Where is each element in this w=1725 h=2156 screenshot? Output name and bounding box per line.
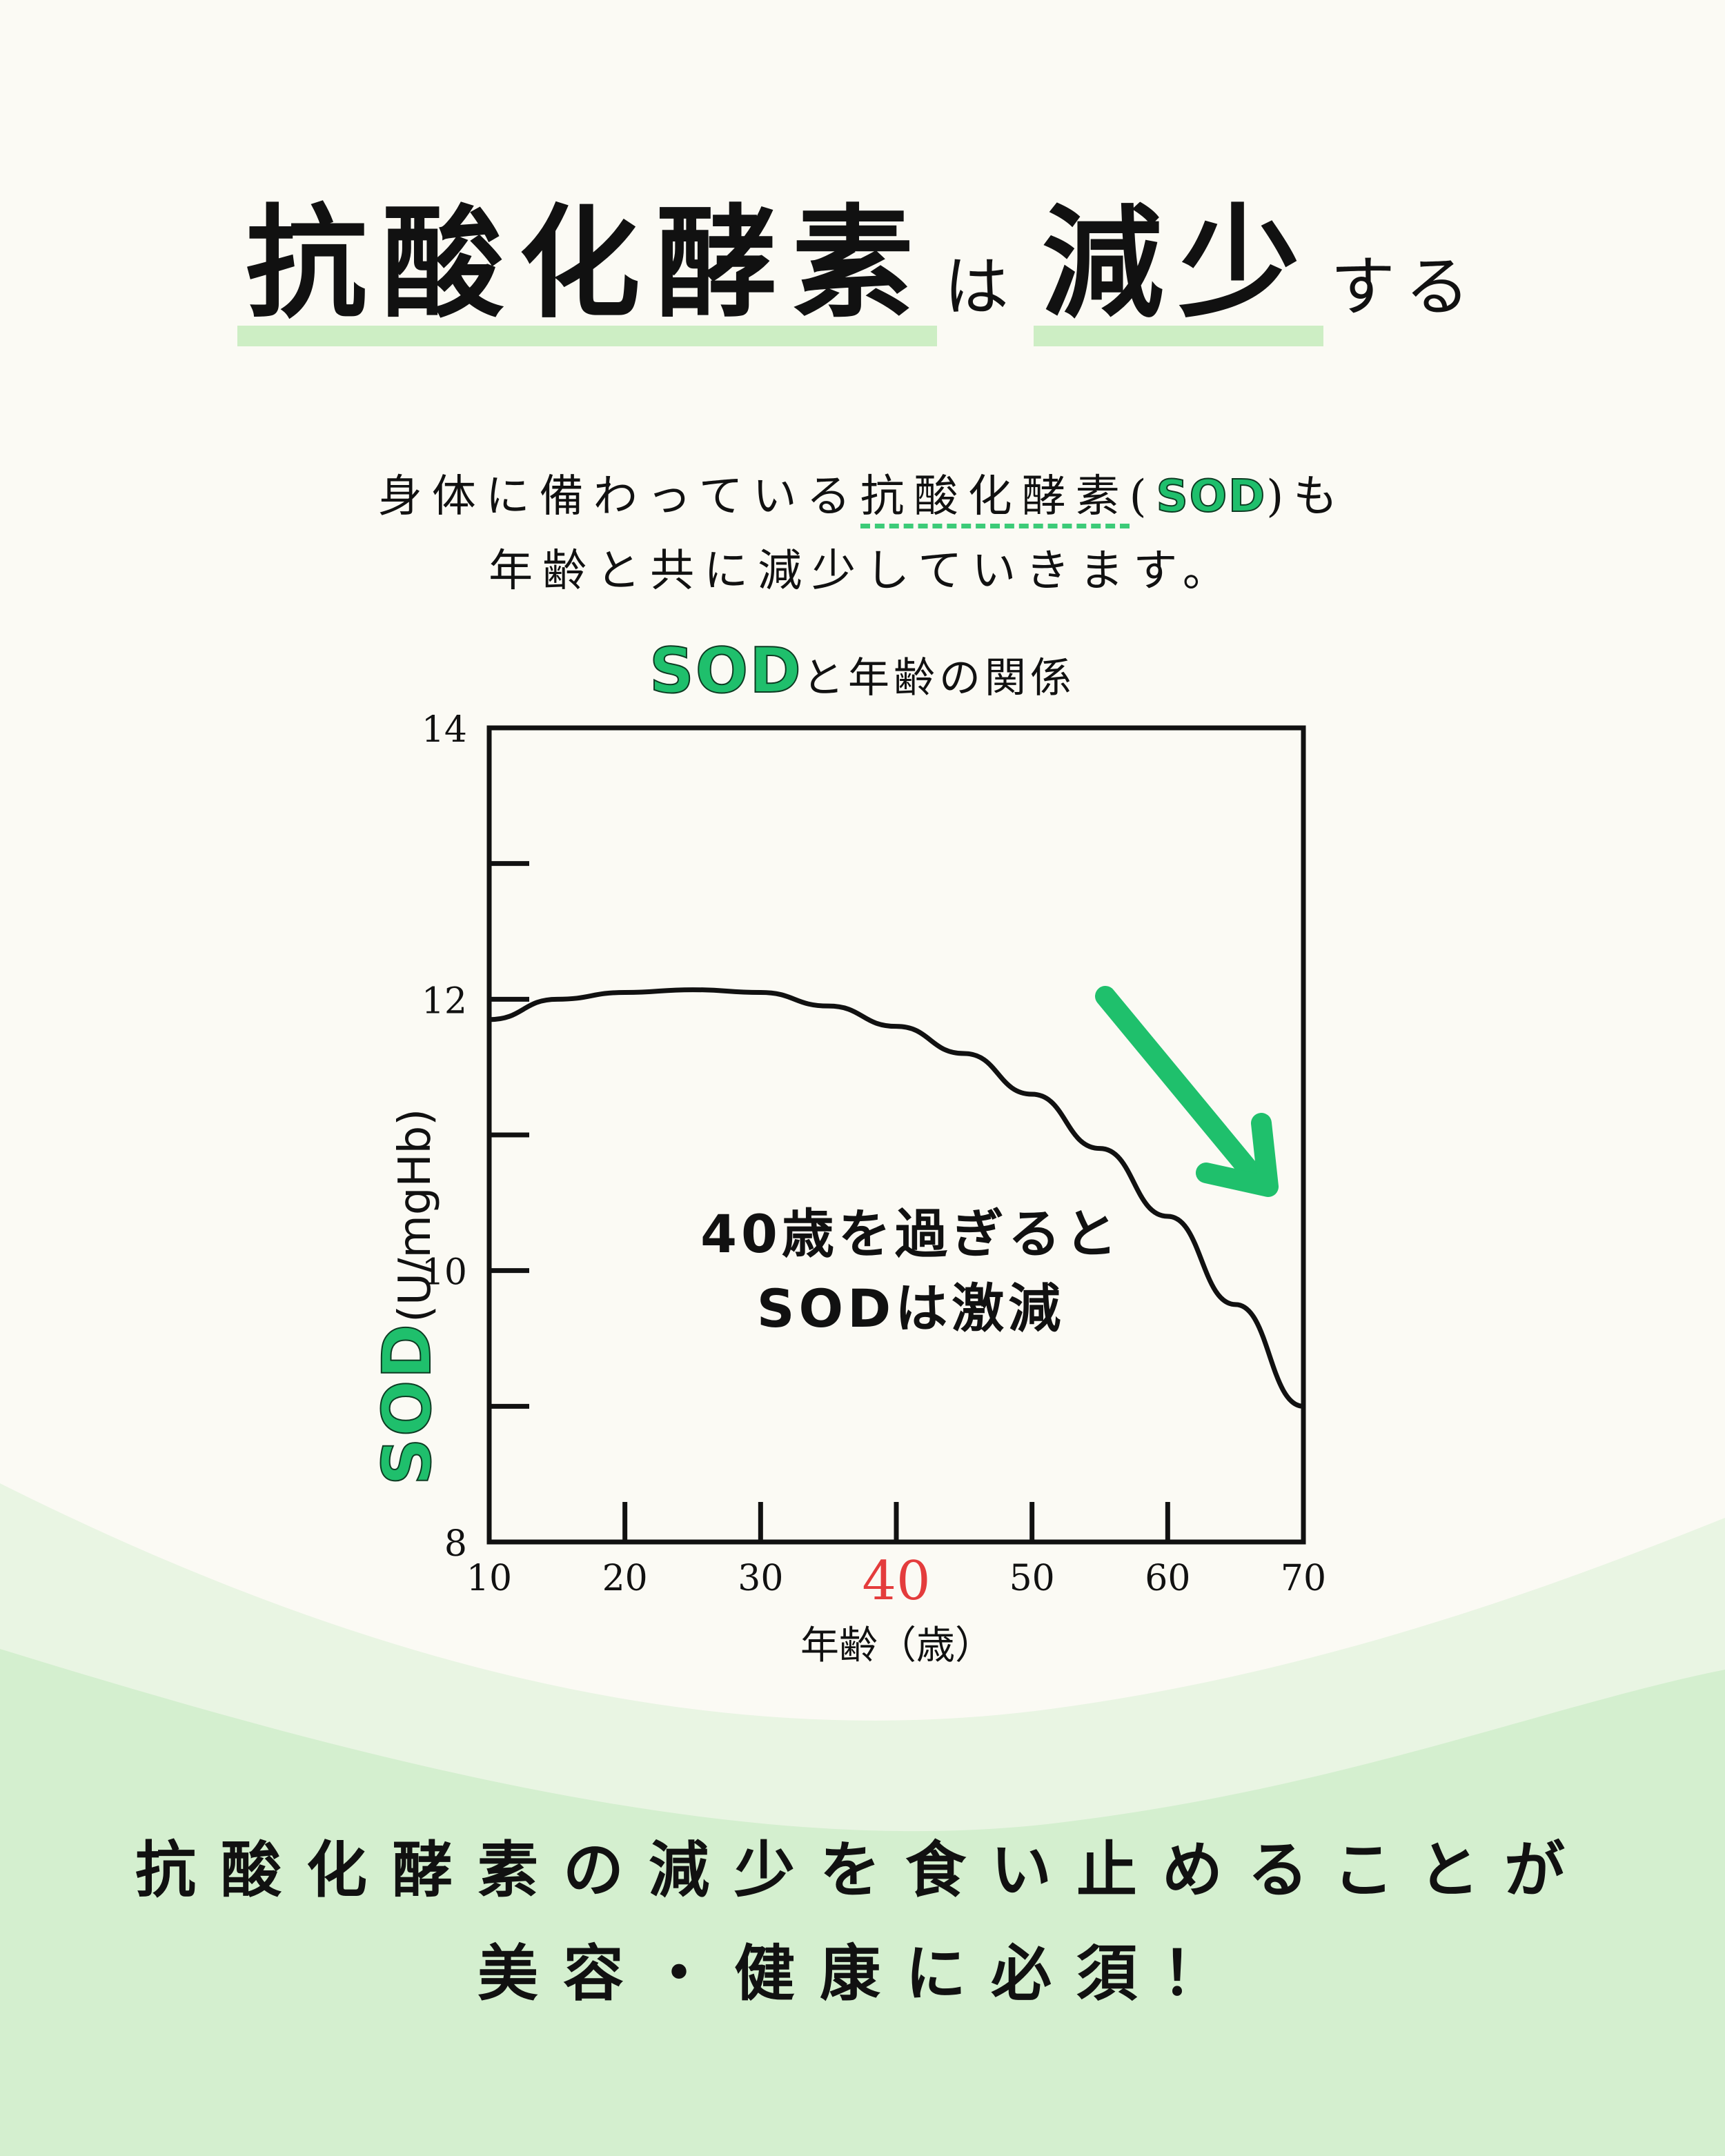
chart-title: SODと年齢の関係 (0, 634, 1725, 708)
intro-line-2: 年齢と共に減少していきます。 (489, 546, 1236, 597)
intro-line-1: 身体に備わっている抗酸化酵素(SOD)も (0, 461, 1725, 528)
y-tick-label: 14 (422, 709, 467, 751)
headline-particle: は (943, 250, 1018, 325)
y-tick-label: 12 (422, 980, 467, 1022)
x-tick-label: 50 (1009, 1558, 1055, 1599)
annotation-line-1: 40歳を過ぎると (700, 1203, 1121, 1265)
y-axis-label-sod: SOD (368, 1322, 446, 1486)
y-tick-label: 10 (422, 1252, 467, 1294)
headline-verb: する (1330, 250, 1480, 325)
sod-curve (486, 987, 1306, 1409)
y-axis-label-unit: (U/mgHb) (390, 1108, 441, 1323)
intro-sod: SOD (1156, 471, 1267, 523)
intro-text: 身体に備わっている (377, 471, 860, 522)
x-tick-label: 70 (1281, 1558, 1326, 1599)
x-tick-label-highlight: 40 (862, 1550, 930, 1612)
chart-title-sod: SOD (649, 634, 803, 708)
bottom-message-line-2: 美容・健康に必須！ (477, 1937, 1248, 2009)
down-right-arrow-icon (1095, 986, 1279, 1197)
plot-frame (486, 725, 1306, 1545)
intro-term: 抗酸化酵素 (860, 471, 1130, 528)
x-tick-label: 60 (1145, 1558, 1190, 1599)
x-tick-label: 10 (466, 1558, 512, 1599)
x-tick-label: 30 (738, 1558, 783, 1599)
bottom-message-line-1: 抗酸化酵素の減少を食い止めることが (135, 1834, 1590, 1906)
front-wave (0, 1649, 1725, 2156)
x-axis-label: 年齢（歳） (800, 1623, 994, 1668)
intro-paren-close: )も (1266, 471, 1348, 522)
intro-paren-open: ( (1129, 471, 1156, 522)
y-tick-label: 8 (444, 1523, 467, 1565)
x-tick-label: 20 (602, 1558, 648, 1599)
chart-title-text: と年齢の関係 (802, 654, 1076, 702)
annotation-line-2: SODは激減 (756, 1278, 1065, 1339)
chart-annotation: 40歳を過ぎると SODは激減 (600, 1197, 1221, 1346)
